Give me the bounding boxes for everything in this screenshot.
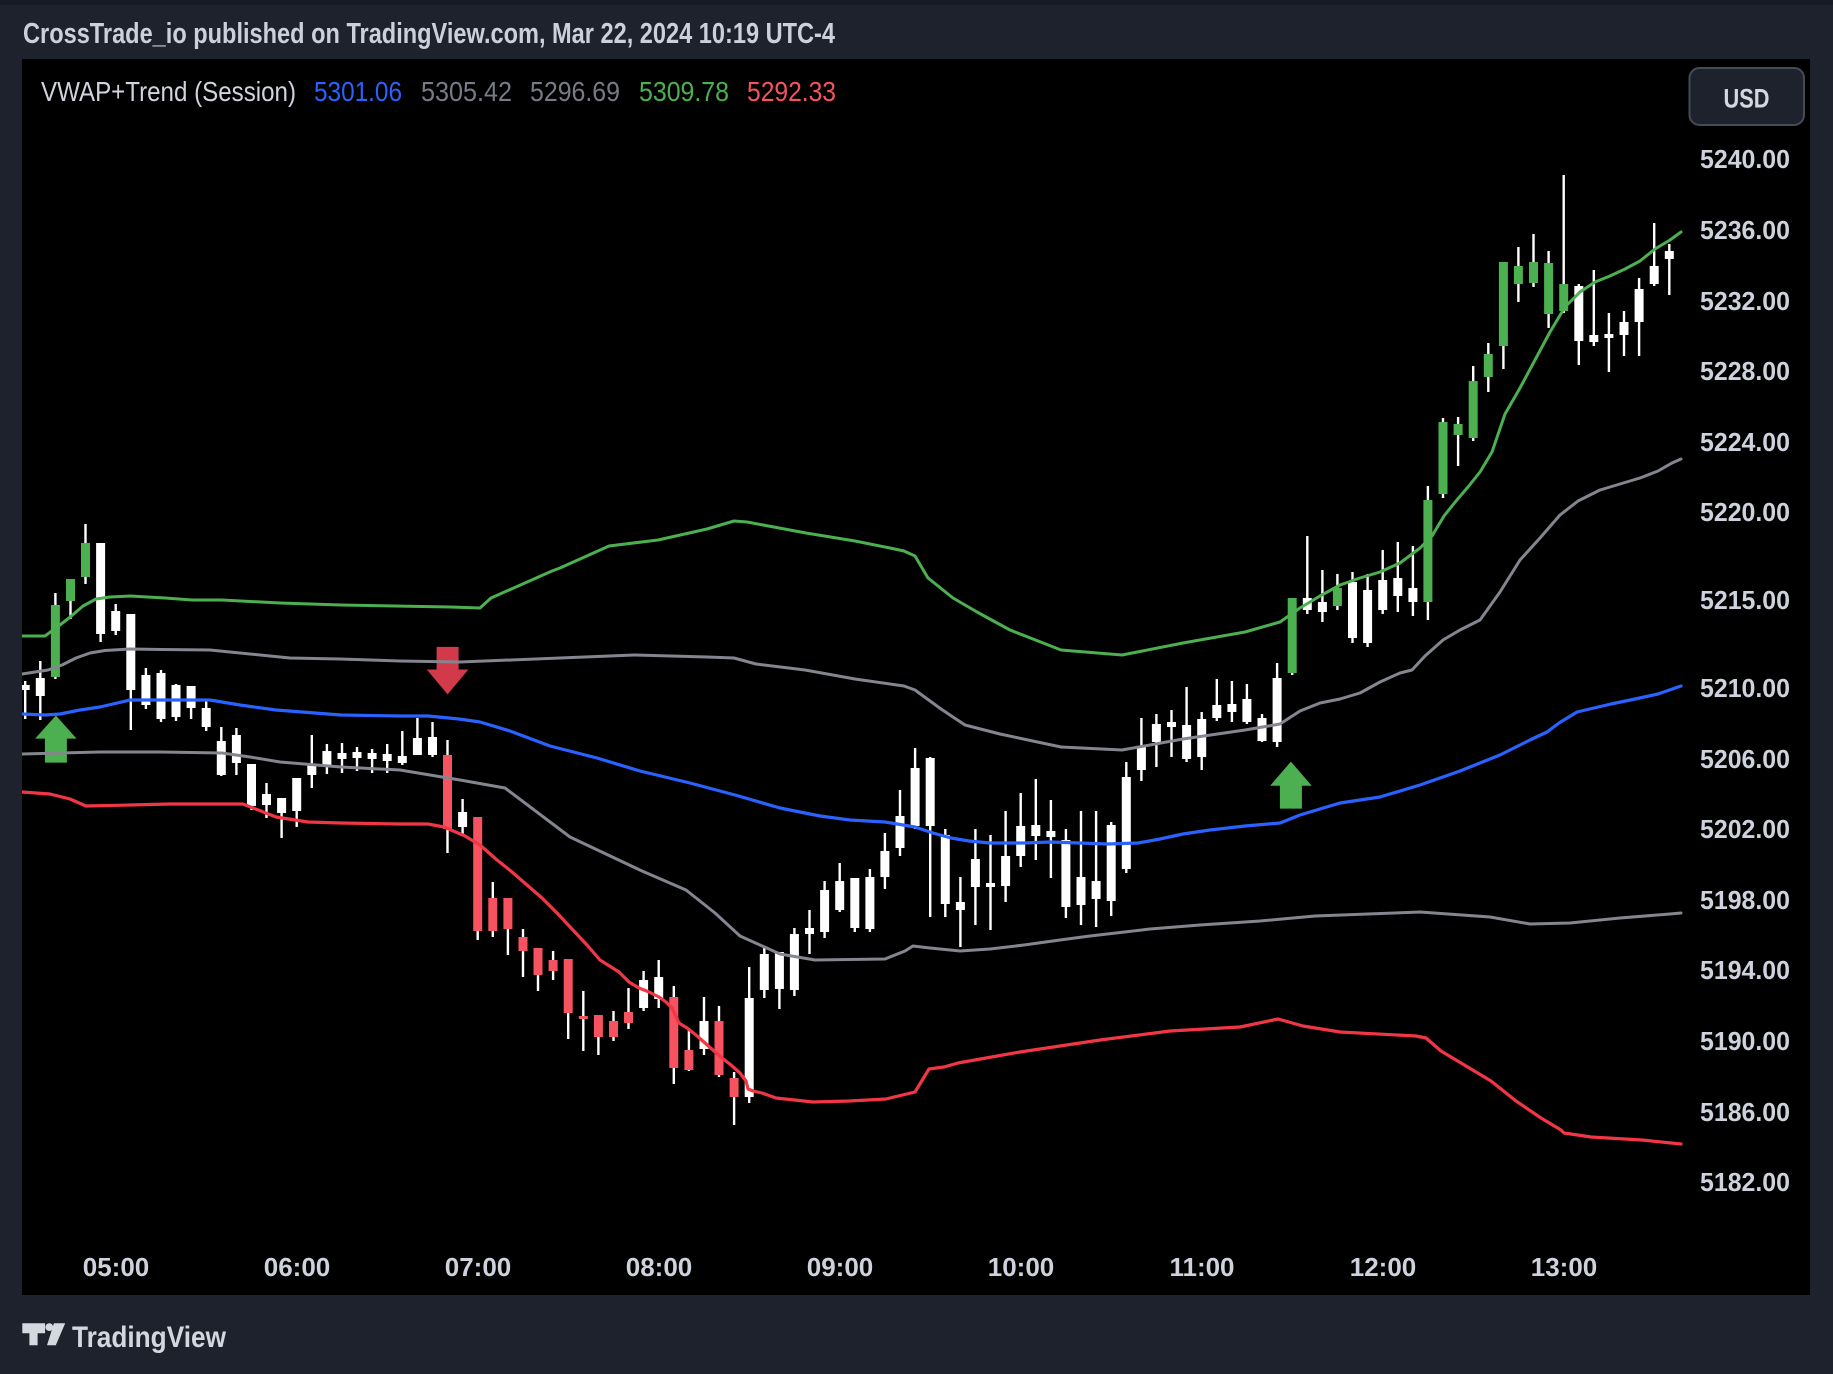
svg-text:12:00: 12:00 xyxy=(1350,1252,1417,1282)
svg-text:5215.00: 5215.00 xyxy=(1700,585,1790,615)
svg-text:5240.00: 5240.00 xyxy=(1700,144,1790,174)
svg-text:5186.00: 5186.00 xyxy=(1700,1097,1790,1127)
svg-text:05:00: 05:00 xyxy=(83,1252,150,1282)
svg-text:06:00: 06:00 xyxy=(264,1252,331,1282)
svg-text:5206.00: 5206.00 xyxy=(1700,744,1790,774)
svg-text:5301.06: 5301.06 xyxy=(314,76,402,107)
svg-text:5182.00: 5182.00 xyxy=(1700,1167,1790,1197)
svg-text:5309.78: 5309.78 xyxy=(639,76,729,107)
svg-text:10:00: 10:00 xyxy=(988,1252,1055,1282)
svg-text:08:00: 08:00 xyxy=(626,1252,693,1282)
svg-text:5296.69: 5296.69 xyxy=(530,76,620,107)
svg-text:07:00: 07:00 xyxy=(445,1252,512,1282)
svg-text:09:00: 09:00 xyxy=(807,1252,874,1282)
svg-text:5220.00: 5220.00 xyxy=(1700,497,1790,527)
svg-text:5202.00: 5202.00 xyxy=(1700,814,1790,844)
svg-text:5236.00: 5236.00 xyxy=(1700,215,1790,245)
svg-text:USD: USD xyxy=(1724,84,1770,114)
svg-text:5224.00: 5224.00 xyxy=(1700,427,1790,457)
svg-text:5194.00: 5194.00 xyxy=(1700,955,1790,985)
svg-text:5232.00: 5232.00 xyxy=(1700,286,1790,316)
svg-text:5190.00: 5190.00 xyxy=(1700,1026,1790,1056)
svg-text:CrossTrade_io published on Tra: CrossTrade_io published on TradingView.c… xyxy=(23,18,835,50)
svg-text:13:00: 13:00 xyxy=(1531,1252,1598,1282)
svg-text:5305.42: 5305.42 xyxy=(421,76,512,107)
svg-text:11:00: 11:00 xyxy=(1169,1252,1234,1282)
svg-text:TradingView: TradingView xyxy=(72,1321,227,1354)
svg-text:5210.00: 5210.00 xyxy=(1700,673,1790,703)
svg-text:5292.33: 5292.33 xyxy=(747,76,836,107)
svg-text:VWAP+Trend (Session): VWAP+Trend (Session) xyxy=(41,76,296,107)
svg-text:5228.00: 5228.00 xyxy=(1700,356,1790,386)
svg-text:5198.00: 5198.00 xyxy=(1700,885,1790,915)
